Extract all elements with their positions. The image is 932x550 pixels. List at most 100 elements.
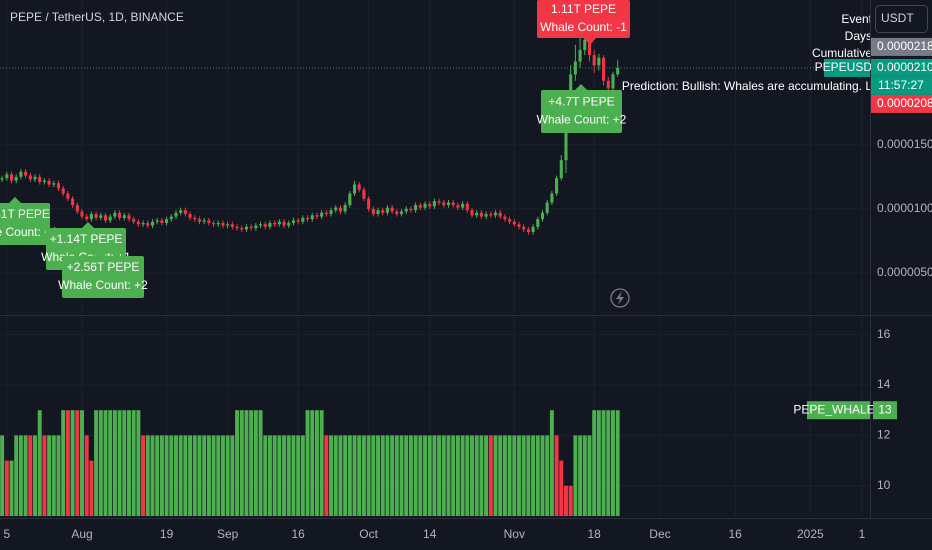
whale-bar bbox=[502, 435, 507, 516]
timer: 11:57:27 bbox=[878, 78, 924, 92]
candle-body bbox=[226, 224, 230, 226]
whale-bar bbox=[361, 435, 366, 516]
whale-bar bbox=[578, 435, 583, 516]
whale-bar bbox=[437, 435, 442, 516]
whale-bar bbox=[446, 435, 451, 516]
candle-body bbox=[296, 220, 300, 222]
candle-body bbox=[174, 212, 178, 217]
candle-body bbox=[310, 215, 314, 220]
whale-bar bbox=[357, 435, 362, 516]
candle-body bbox=[127, 215, 131, 220]
candle-body bbox=[456, 205, 460, 208]
x-tick-label: 18 bbox=[587, 527, 601, 541]
candle-body bbox=[268, 223, 272, 227]
whale-bar bbox=[545, 435, 550, 516]
candle-body bbox=[611, 74, 615, 89]
candle-body bbox=[348, 193, 352, 206]
candle-body bbox=[141, 223, 145, 225]
whale-bar bbox=[37, 410, 42, 516]
candle-body bbox=[498, 212, 502, 217]
whale-bar bbox=[249, 410, 254, 516]
candle-body bbox=[197, 219, 202, 222]
whale-bar bbox=[512, 435, 517, 516]
x-tick-label: Sep bbox=[217, 527, 239, 541]
symbol-tag bbox=[824, 58, 870, 77]
candle-body bbox=[526, 229, 530, 232]
whale-bar bbox=[479, 435, 484, 516]
whale-bar bbox=[352, 435, 357, 516]
annotation-box bbox=[0, 203, 50, 245]
candle-body bbox=[183, 210, 187, 215]
candle-body bbox=[80, 211, 84, 217]
candle-body bbox=[132, 219, 136, 222]
icon-bolt[interactable] bbox=[616, 291, 624, 305]
x-tick-label: 5 bbox=[3, 527, 10, 541]
candle-body bbox=[244, 226, 249, 230]
whale-bar bbox=[455, 435, 460, 516]
axes: 5 Aug 19 Sep 16 Oct 14 Nov 18 Dec 16 2025 1 0.0000150… bbox=[3, 37, 932, 541]
candle-body bbox=[583, 39, 587, 50]
whale-bar bbox=[601, 410, 606, 516]
candle-body bbox=[442, 202, 446, 206]
candle-body bbox=[150, 221, 155, 226]
candle-body bbox=[9, 174, 14, 181]
whale-bar bbox=[540, 435, 545, 516]
candle-body bbox=[193, 217, 197, 220]
candle-body bbox=[315, 215, 319, 217]
whale-bar bbox=[65, 410, 70, 516]
whale-bar bbox=[253, 410, 258, 516]
candle-body bbox=[550, 193, 554, 203]
whale-bar bbox=[244, 410, 249, 516]
whale-bar bbox=[451, 435, 456, 516]
whale-bar bbox=[80, 410, 84, 516]
whale-bar bbox=[568, 485, 573, 516]
y-tick-label: 14 bbox=[877, 377, 891, 391]
price-tag-label: 0.00002185 bbox=[877, 39, 932, 53]
x-tick-label: Nov bbox=[504, 527, 525, 541]
candle-body bbox=[512, 221, 516, 225]
candle-body bbox=[320, 212, 324, 217]
icon-circle[interactable] bbox=[610, 288, 630, 308]
annotation-text: Whale Count: +2 bbox=[58, 278, 148, 292]
panel-line: Event bbox=[841, 12, 872, 26]
whale-bar bbox=[28, 435, 33, 516]
candle-body bbox=[0, 178, 4, 180]
candle-body bbox=[531, 226, 535, 232]
candle-body bbox=[362, 189, 366, 199]
candle-body bbox=[188, 214, 192, 218]
candle-body bbox=[592, 55, 596, 66]
candle-body bbox=[334, 207, 338, 211]
whale-bar bbox=[51, 435, 56, 516]
candle-body bbox=[240, 228, 244, 230]
whale-bar bbox=[220, 435, 225, 516]
whale-bar bbox=[202, 435, 207, 516]
whale-bar bbox=[498, 435, 503, 516]
whale-bar bbox=[390, 435, 395, 516]
annotation-pointer bbox=[82, 222, 94, 228]
candle-body bbox=[305, 217, 310, 220]
whale-bar bbox=[549, 410, 554, 516]
candle-body bbox=[216, 223, 220, 225]
whale-bar bbox=[521, 435, 526, 516]
candle-body bbox=[52, 183, 56, 185]
annotation-text: 31T PEPE bbox=[0, 207, 50, 221]
currency-button[interactable] bbox=[875, 5, 928, 33]
candle-body bbox=[75, 205, 79, 212]
whale-bar bbox=[197, 435, 202, 516]
annotation-pointer bbox=[575, 84, 587, 90]
candle-body bbox=[38, 176, 42, 182]
candle-body bbox=[489, 214, 493, 216]
whale-bar bbox=[56, 435, 61, 516]
currency[interactable]: USDT bbox=[881, 11, 914, 25]
candle-body bbox=[94, 214, 98, 218]
candle-body bbox=[606, 80, 610, 89]
candle-body bbox=[381, 210, 385, 213]
candle-body bbox=[287, 223, 291, 226]
whale-bar bbox=[0, 435, 5, 516]
candle-body bbox=[85, 216, 89, 220]
candle-body bbox=[540, 212, 545, 220]
x-tick-label: 19 bbox=[160, 527, 174, 541]
whale-bar bbox=[366, 435, 371, 516]
replay-icon[interactable] bbox=[610, 288, 630, 308]
